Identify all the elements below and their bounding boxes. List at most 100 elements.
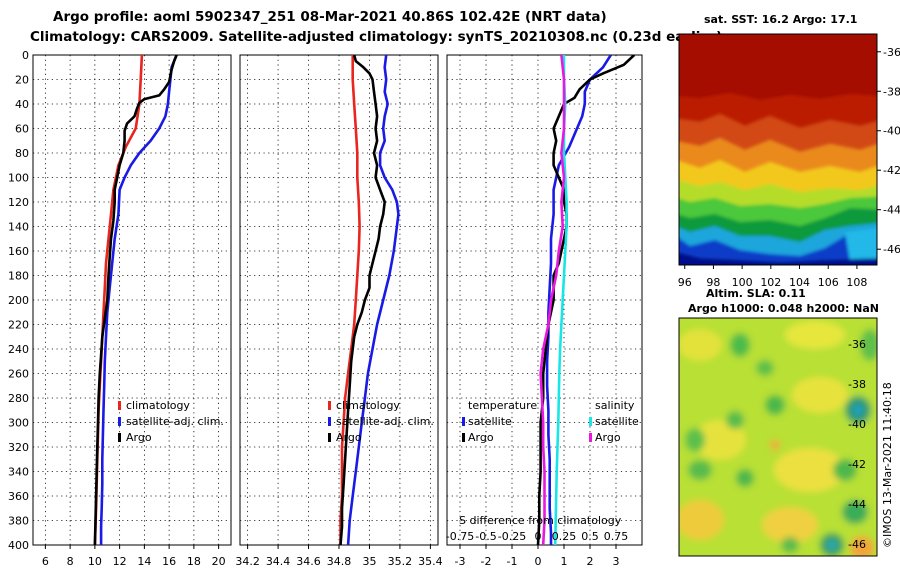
x-tick-label: 14 <box>137 555 151 568</box>
x-tick-label: -2 <box>481 555 492 568</box>
sla-blob <box>762 507 818 543</box>
depth-tick-label: 340 <box>8 466 29 479</box>
x-tick-label: 10 <box>88 555 102 568</box>
s-difference-tick-label: 0.25 <box>552 530 577 543</box>
legend-argo-label: Argo <box>126 431 152 444</box>
sla-tick-labels: -36 -38 -40 -42 -44 -46 <box>848 338 866 551</box>
sla-blob <box>730 333 750 357</box>
depth-tick-label: 20 <box>15 74 29 87</box>
sst-band-10 <box>845 228 877 262</box>
sla-y-tick-label: -46 <box>848 538 866 551</box>
temperature-legend: climatology satellite-adj. clim. Argo <box>118 399 224 444</box>
sst-y-tick-label: -44 <box>883 204 900 217</box>
difference-legend: temperature satellite Argo salinity sate… <box>462 399 639 444</box>
temperature-curves <box>93 55 178 545</box>
depth-tick-label: 200 <box>8 294 29 307</box>
x-tick-label: 20 <box>212 555 226 568</box>
sst-y-tick-label: -40 <box>883 125 900 138</box>
sla-y-tick-label: -42 <box>848 458 866 471</box>
difference-x-tick-labels: -3 -2 -1 0 1 2 3 <box>455 555 620 568</box>
sst-x-tick-label: 108 <box>846 276 867 289</box>
sla-y-tick-label: -38 <box>848 378 866 391</box>
sst-band-9 <box>679 236 877 265</box>
sla-map-frame <box>678 317 878 557</box>
sla-blob <box>679 329 722 361</box>
x-tick-label: 1 <box>561 555 568 568</box>
sst-x-tick-label: 98 <box>706 276 720 289</box>
series-argo <box>339 55 387 545</box>
x-tick-label: 35 <box>362 555 376 568</box>
sla-blob <box>827 540 837 550</box>
sla-blob <box>688 460 712 480</box>
series-temperature-argo <box>536 55 636 545</box>
sla-blob <box>860 329 877 361</box>
depth-tick-label: 220 <box>8 319 29 332</box>
salinity-grid <box>240 54 438 549</box>
sla-blob <box>785 321 845 349</box>
depth-tick-label: 280 <box>8 392 29 405</box>
sla-blob <box>792 377 848 413</box>
sla-blob <box>765 395 785 415</box>
depth-tick-label: 240 <box>8 343 29 356</box>
legend-temp-satellite-label: satellite <box>468 415 512 428</box>
imos-watermark: ©IMOS 13-Mar-2021 11:40:18 <box>881 382 894 548</box>
x-tick-label: 3 <box>613 555 620 568</box>
legend-satellite-label: satellite-adj. clim. <box>126 415 224 428</box>
depth-tick-label: 0 <box>22 49 29 62</box>
series-climatology <box>339 55 361 545</box>
legend-temp-satellite-swatch <box>462 417 465 426</box>
sla-title-1: Altim. SLA: 0.11 <box>706 287 806 300</box>
sst-map-title: sat. SST: 16.2 Argo: 17.1 <box>704 13 857 26</box>
legend-climatology-label: climatology <box>336 399 400 412</box>
depth-tick-label: 160 <box>8 245 29 258</box>
title-line-1: Argo profile: aoml 5902347_251 08-Mar-20… <box>53 9 607 25</box>
legend-climatology-swatch <box>328 401 331 410</box>
depth-tick-label: 180 <box>8 270 29 283</box>
x-tick-label: 2 <box>587 555 594 568</box>
sla-map <box>679 318 877 556</box>
salinity-x-tick-labels: 34.2 34.4 34.6 34.8 35 35.2 35.4 <box>235 555 442 568</box>
sst-map-frame <box>678 33 878 266</box>
legend-temperature-heading: temperature <box>468 399 537 412</box>
sla-blob <box>850 536 874 556</box>
depth-tick-label: 380 <box>8 515 29 528</box>
depth-tick-label: 120 <box>8 196 29 209</box>
sst-y-tick-label: -42 <box>883 164 900 177</box>
x-tick-label: 34.4 <box>266 555 291 568</box>
x-tick-label: -1 <box>507 555 518 568</box>
temperature-x-tick-labels: 6 8 10 12 14 16 18 20 <box>42 555 226 568</box>
sst-band-11 <box>679 252 877 265</box>
depth-tick-label: 320 <box>8 441 29 454</box>
series-argo <box>93 55 178 545</box>
legend-satellite-label: satellite-adj. clim. <box>336 415 434 428</box>
legend-temp-argo-swatch <box>462 433 465 442</box>
salinity-legend: climatology satellite-adj. clim. Argo <box>328 399 434 444</box>
sla-blob <box>694 420 746 460</box>
sla-title-2: Argo h1000: 0.048 h2000: NaN <box>688 302 879 315</box>
sla-blob <box>842 500 868 524</box>
depth-tick-label: 300 <box>8 417 29 430</box>
legend-salinity-heading: salinity <box>595 399 635 412</box>
sla-blob <box>685 428 705 452</box>
legend-sal-argo-label: Argo <box>595 431 621 444</box>
sst-y-tick-label: -38 <box>883 85 900 98</box>
legend-satellite-swatch <box>118 417 121 426</box>
series-temperature-satellite <box>545 55 612 545</box>
sla-blob <box>726 411 744 429</box>
x-tick-label: 35.2 <box>388 555 413 568</box>
sla-blob <box>679 500 724 540</box>
sla-y-tick-label: -44 <box>848 498 866 511</box>
x-tick-label: 16 <box>162 555 176 568</box>
sst-x-tick-label: 102 <box>760 276 781 289</box>
x-tick-label: 12 <box>113 555 127 568</box>
s-difference-axis-label: S difference from climatology <box>459 514 622 527</box>
sst-x-tick-label: 106 <box>818 276 839 289</box>
sst-map <box>679 34 877 265</box>
x-tick-label: 34.2 <box>235 555 260 568</box>
s-difference-tick-labels: -0.75 -0.5 -0.25 0 0.25 0.5 0.75 <box>446 530 628 543</box>
sla-blob <box>736 469 754 487</box>
sla-blob <box>833 459 857 481</box>
depth-tick-label: 360 <box>8 490 29 503</box>
depth-tick-label: 60 <box>15 123 29 136</box>
